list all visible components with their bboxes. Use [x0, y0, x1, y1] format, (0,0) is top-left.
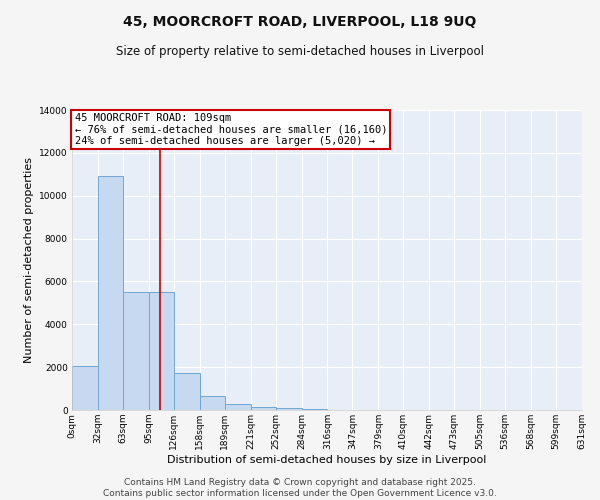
Text: 45 MOORCROFT ROAD: 109sqm
← 76% of semi-detached houses are smaller (16,160)
24%: 45 MOORCROFT ROAD: 109sqm ← 76% of semi-… — [74, 113, 387, 146]
Bar — [174, 372, 200, 410]
Bar — [149, 292, 174, 410]
Bar — [98, 176, 123, 410]
Bar — [200, 396, 225, 410]
Bar — [72, 366, 98, 410]
X-axis label: Distribution of semi-detached houses by size in Liverpool: Distribution of semi-detached houses by … — [167, 454, 487, 464]
Text: 45, MOORCROFT ROAD, LIVERPOOL, L18 9UQ: 45, MOORCROFT ROAD, LIVERPOOL, L18 9UQ — [124, 15, 476, 29]
Bar — [225, 404, 251, 410]
Bar — [251, 407, 275, 410]
Bar — [302, 409, 328, 410]
Bar — [275, 408, 302, 410]
Text: Size of property relative to semi-detached houses in Liverpool: Size of property relative to semi-detach… — [116, 45, 484, 58]
Y-axis label: Number of semi-detached properties: Number of semi-detached properties — [23, 157, 34, 363]
Bar — [123, 292, 149, 410]
Text: Contains HM Land Registry data © Crown copyright and database right 2025.
Contai: Contains HM Land Registry data © Crown c… — [103, 478, 497, 498]
